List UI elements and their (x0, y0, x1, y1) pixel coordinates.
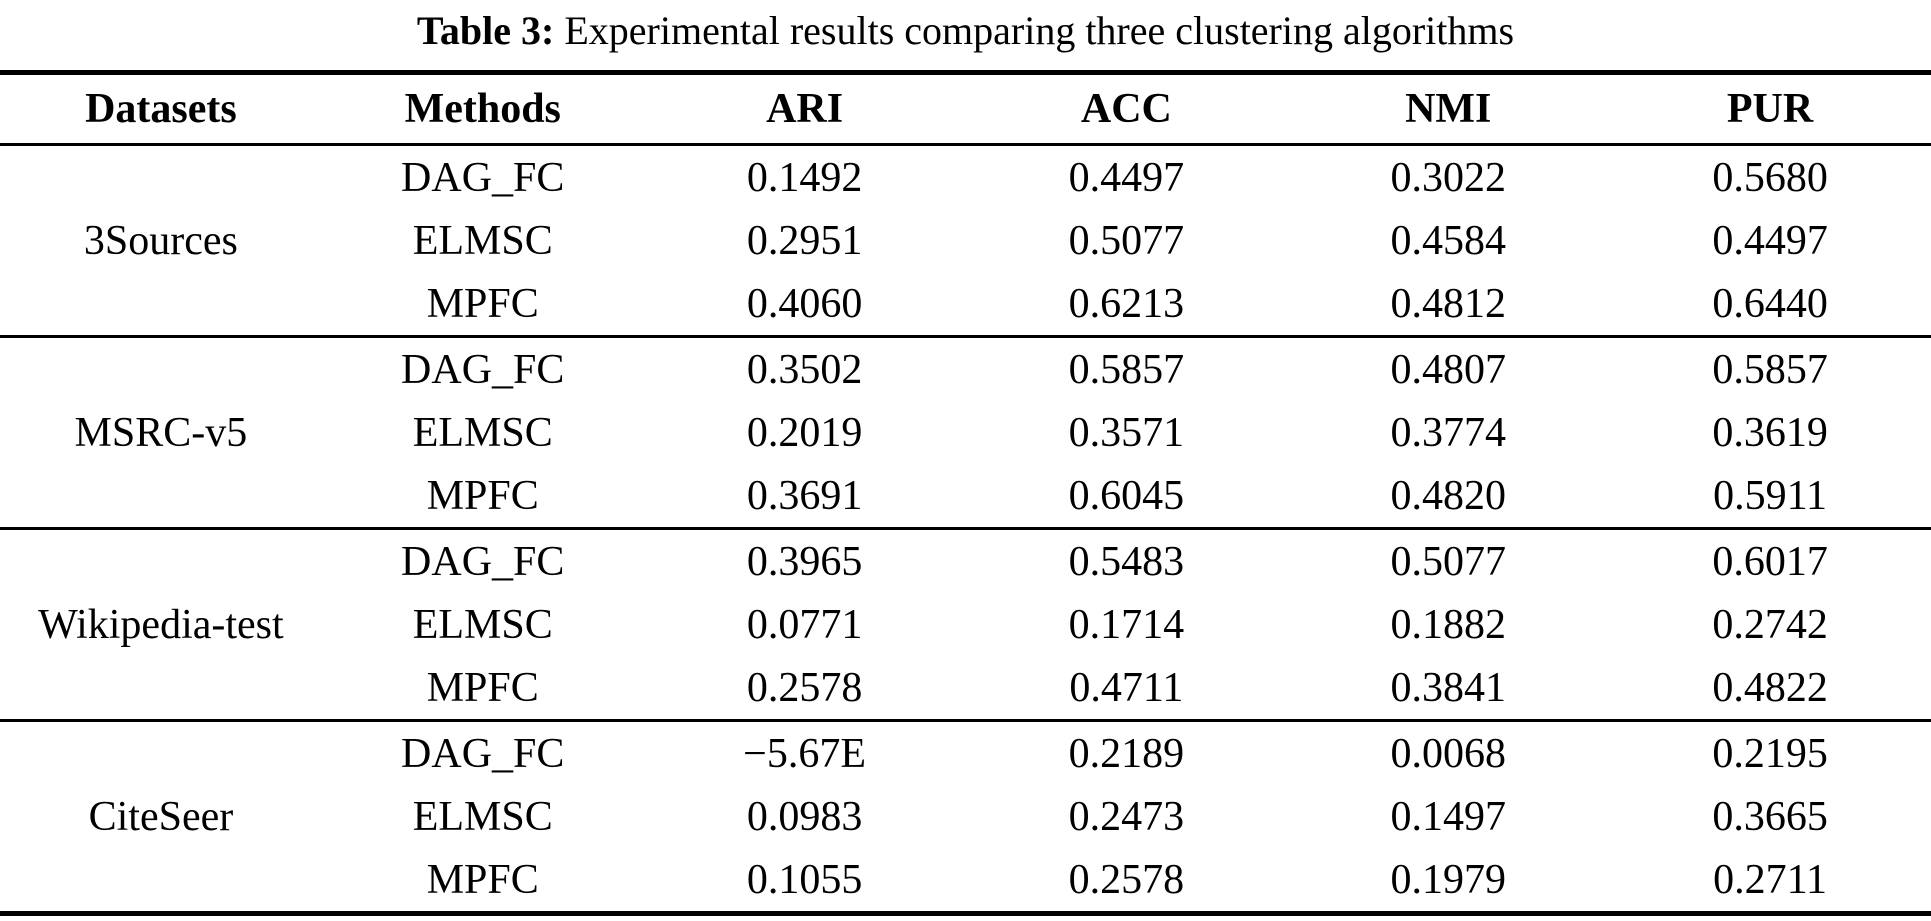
table-row: ELMSC 0.2951 0.5077 0.4584 0.4497 (0, 209, 1931, 272)
header-cell-acc: ACC (965, 72, 1288, 146)
value-cell-acc: 0.3571 (1068, 409, 1185, 456)
method-cell: MPFC (426, 472, 539, 519)
value-cell-nmi: 0.3022 (1390, 154, 1506, 201)
value-cell-acc: 0.6213 (1068, 280, 1185, 327)
value-cell-ari: 0.0983 (746, 793, 863, 840)
value-cell-pur: 0.4497 (1712, 217, 1828, 264)
value-cell-nmi: 0.4812 (1390, 280, 1506, 327)
method-cell: DAG_FC (401, 730, 565, 777)
value-cell-nmi: 0.0068 (1390, 730, 1506, 777)
value-cell-pur: 0.5911 (1713, 472, 1828, 519)
results-table-header: Datasets Methods ARI ACC NMI PUR (0, 72, 1931, 146)
value-cell-nmi: 0.1979 (1390, 856, 1506, 903)
value-cell-acc: 0.6045 (1068, 472, 1185, 519)
value-cell-acc: 0.5857 (1068, 346, 1185, 393)
value-cell-pur: 0.5680 (1712, 154, 1828, 201)
value-cell-ari: 0.2578 (746, 664, 863, 711)
header-cell-nmi: NMI (1287, 72, 1610, 146)
value-cell-nmi: 0.5077 (1390, 538, 1506, 585)
header-row: Datasets Methods ARI ACC NMI PUR (0, 72, 1931, 146)
method-cell: MPFC (426, 280, 539, 327)
value-cell-ari: 0.2019 (746, 409, 863, 456)
table-row: MSRC-v5 DAG_FC 0.3502 0.5857 0.4807 0.58… (0, 337, 1931, 456)
results-table: Datasets Methods ARI ACC NMI PUR 3Source… (0, 70, 1931, 916)
value-cell-pur: 0.3619 (1712, 409, 1828, 456)
value-cell-nmi: 0.4584 (1390, 217, 1506, 264)
value-cell-acc: 0.4497 (1068, 154, 1185, 201)
value-cell-pur: 0.2742 (1712, 601, 1828, 648)
value-cell-acc: 0.1714 (1068, 601, 1185, 648)
value-cell-ari: 0.2951 (746, 217, 863, 264)
method-cell: ELMSC (412, 409, 553, 456)
method-cell: ELMSC (412, 793, 553, 840)
table-row: 3Sources DAG_FC 0.1492 0.4497 0.3022 0.5… (0, 145, 1931, 264)
value-cell-ari: 0.3502 (746, 346, 863, 393)
value-cell-acc: 0.2473 (1068, 793, 1185, 840)
value-cell-pur: 0.6440 (1712, 280, 1828, 327)
table-caption-label: Table 3: (416, 8, 555, 53)
table-row: ELMSC 0.0771 0.1714 0.1882 0.2742 (0, 593, 1931, 656)
dataset-group-msrc-v5: MSRC-v5 DAG_FC 0.3502 0.5857 0.4807 0.58… (0, 337, 1931, 529)
value-cell-pur: 0.2711 (1713, 856, 1828, 903)
method-cell: DAG_FC (401, 154, 565, 201)
value-cell-acc: 0.2189 (1068, 730, 1185, 777)
value-cell-ari: 0.1055 (746, 856, 863, 903)
table-caption: Table 3: Experimental results comparing t… (0, 0, 1931, 70)
value-cell-pur: 0.3665 (1712, 793, 1828, 840)
dataset-cell: MSRC-v5 (74, 409, 248, 456)
value-cell-ari: 0.3691 (746, 472, 863, 519)
value-cell-acc: 0.4711 (1069, 664, 1184, 711)
value-cell-acc: 0.5483 (1068, 538, 1185, 585)
value-cell-ari: 0.3965 (746, 538, 863, 585)
method-cell: ELMSC (412, 601, 553, 648)
table-row: ELMSC 0.2019 0.3571 0.3774 0.3619 (0, 401, 1931, 464)
method-cell: DAG_FC (401, 538, 565, 585)
value-cell-pur: 0.2195 (1712, 730, 1828, 777)
table-row: MPFC 0.3691 0.6045 0.4820 0.5911 (0, 464, 1931, 529)
value-cell-nmi: 0.4807 (1390, 346, 1506, 393)
value-cell-nmi: 0.3841 (1390, 664, 1506, 711)
value-cell-ari: −5.67E (743, 730, 866, 777)
dataset-cell: Wikipedia-test (38, 601, 284, 648)
table-row: Wikipedia-test DAG_FC 0.3965 0.5483 0.50… (0, 529, 1931, 648)
dataset-group-3sources: 3Sources DAG_FC 0.1492 0.4497 0.3022 0.5… (0, 145, 1931, 337)
value-cell-nmi: 0.1497 (1390, 793, 1506, 840)
dataset-group-citeseer: CiteSeer DAG_FC −5.67E 0.2189 0.0068 0.2… (0, 721, 1931, 914)
table-row: ELMSC 0.0983 0.2473 0.1497 0.3665 (0, 785, 1931, 848)
dataset-cell: CiteSeer (88, 793, 234, 840)
table-row: CiteSeer DAG_FC −5.67E 0.2189 0.0068 0.2… (0, 721, 1931, 840)
value-cell-pur: 0.5857 (1712, 346, 1828, 393)
dataset-group-wikipedia-test: Wikipedia-test DAG_FC 0.3965 0.5483 0.50… (0, 529, 1931, 721)
table-row: MPFC 0.2578 0.4711 0.3841 0.4822 (0, 656, 1931, 721)
header-cell-datasets: Datasets (0, 72, 322, 146)
method-cell: ELMSC (412, 217, 553, 264)
value-cell-acc: 0.5077 (1068, 217, 1185, 264)
method-cell: MPFC (426, 664, 539, 711)
table-row: MPFC 0.1055 0.2578 0.1979 0.2711 (0, 848, 1931, 914)
value-cell-pur: 0.4822 (1712, 664, 1828, 711)
value-cell-pur: 0.6017 (1712, 538, 1828, 585)
value-cell-acc: 0.2578 (1068, 856, 1185, 903)
value-cell-ari: 0.0771 (746, 601, 863, 648)
value-cell-nmi: 0.4820 (1390, 472, 1506, 519)
method-cell: DAG_FC (401, 346, 565, 393)
header-cell-methods: Methods (321, 72, 644, 146)
value-cell-nmi: 0.1882 (1390, 601, 1506, 648)
table-row: MPFC 0.4060 0.6213 0.4812 0.6440 (0, 272, 1931, 337)
table-caption-text: Experimental results comparing three clu… (564, 8, 1515, 53)
value-cell-ari: 0.4060 (746, 280, 863, 327)
header-cell-pur: PUR (1609, 72, 1931, 146)
value-cell-nmi: 0.3774 (1390, 409, 1506, 456)
value-cell-ari: 0.1492 (746, 154, 863, 201)
dataset-cell: 3Sources (83, 217, 238, 264)
header-cell-ari: ARI (643, 72, 966, 146)
method-cell: MPFC (426, 856, 539, 903)
